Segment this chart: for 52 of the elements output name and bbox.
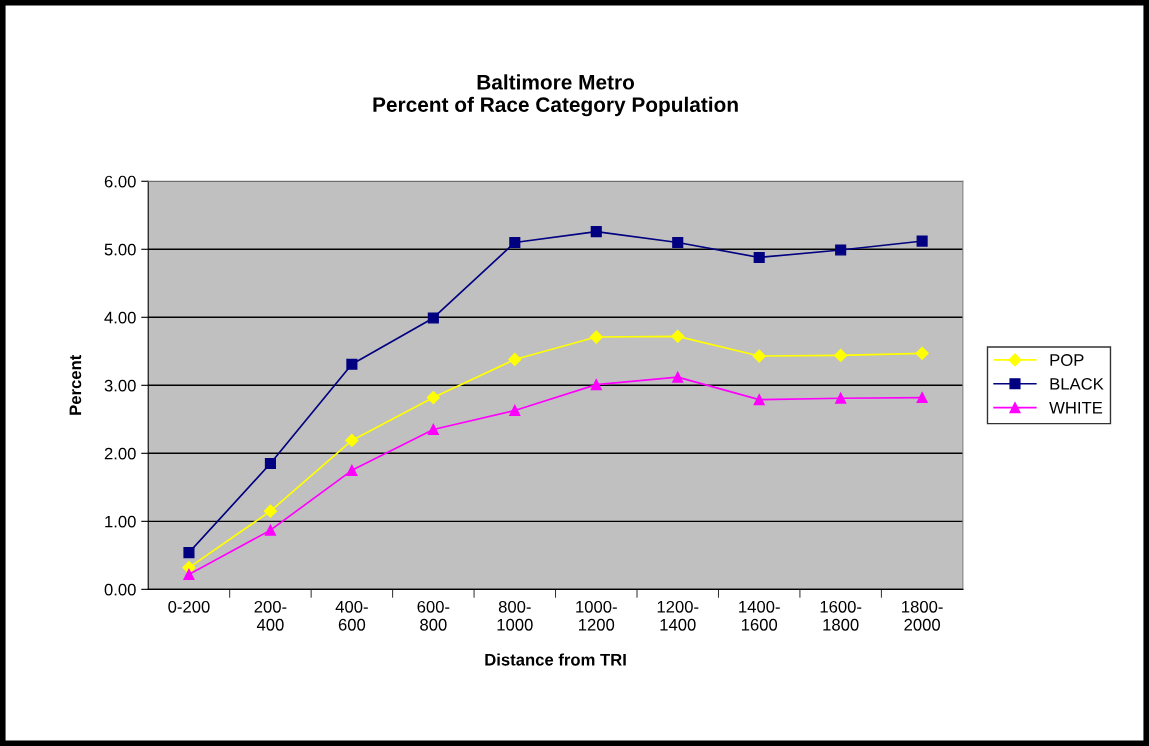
x-tick-label: 1200- 1400 — [657, 600, 699, 631]
point — [426, 390, 440, 405]
x-tick-label: 1800- 2000 — [902, 600, 943, 631]
point — [590, 379, 602, 391]
point — [672, 371, 684, 383]
y-tick-label: 0.00 — [104, 583, 136, 596]
x-tick-label: 800- 1000 — [497, 600, 533, 631]
chart-title: Baltimore Metro Percent of Race Category Population — [373, 74, 738, 117]
point — [508, 352, 522, 367]
y-tick-label: 2.00 — [104, 447, 136, 460]
point — [509, 236, 521, 249]
legend-label: WHITE — [1049, 402, 1103, 414]
point — [752, 349, 766, 363]
y-tick-label: 3.00 — [104, 379, 136, 392]
y-tick-label: 4.00 — [104, 311, 136, 324]
point — [590, 226, 602, 238]
point — [589, 330, 603, 344]
x-tick-label: 200- 400 — [254, 600, 287, 631]
point — [916, 235, 928, 247]
point — [345, 433, 359, 447]
legend-label: BLACK — [1050, 377, 1104, 390]
y-tick-label: 1.00 — [105, 515, 136, 528]
point — [263, 504, 278, 518]
point — [264, 457, 276, 470]
point — [509, 404, 521, 417]
y-tick-label: 6.00 — [104, 175, 136, 188]
x-axis-title: Distance from TRI — [485, 653, 626, 666]
point — [753, 251, 765, 264]
x-tick-label: 1400- 1600 — [739, 600, 780, 631]
point — [834, 348, 848, 362]
point — [346, 358, 358, 370]
point — [915, 346, 929, 360]
point — [183, 568, 195, 580]
x-tick-label: 1000- 1200 — [576, 600, 617, 631]
point — [835, 392, 847, 404]
x-tick-label: 1600- 1800 — [820, 600, 862, 631]
point — [427, 312, 439, 324]
point — [264, 524, 276, 536]
point — [346, 464, 358, 476]
point — [672, 236, 684, 249]
x-tick-label: 400- 600 — [335, 600, 368, 631]
point — [427, 423, 439, 436]
point — [183, 547, 195, 559]
point — [916, 391, 928, 404]
point — [835, 244, 847, 256]
x-tick-label: 0-200 — [168, 600, 210, 613]
x-tick-label: 600- 800 — [417, 600, 450, 631]
legend-label: POP — [1050, 354, 1084, 366]
point — [671, 329, 685, 343]
y-axis-title: Percent — [69, 354, 82, 415]
y-tick-label: 5.00 — [104, 243, 136, 256]
point — [753, 394, 765, 406]
